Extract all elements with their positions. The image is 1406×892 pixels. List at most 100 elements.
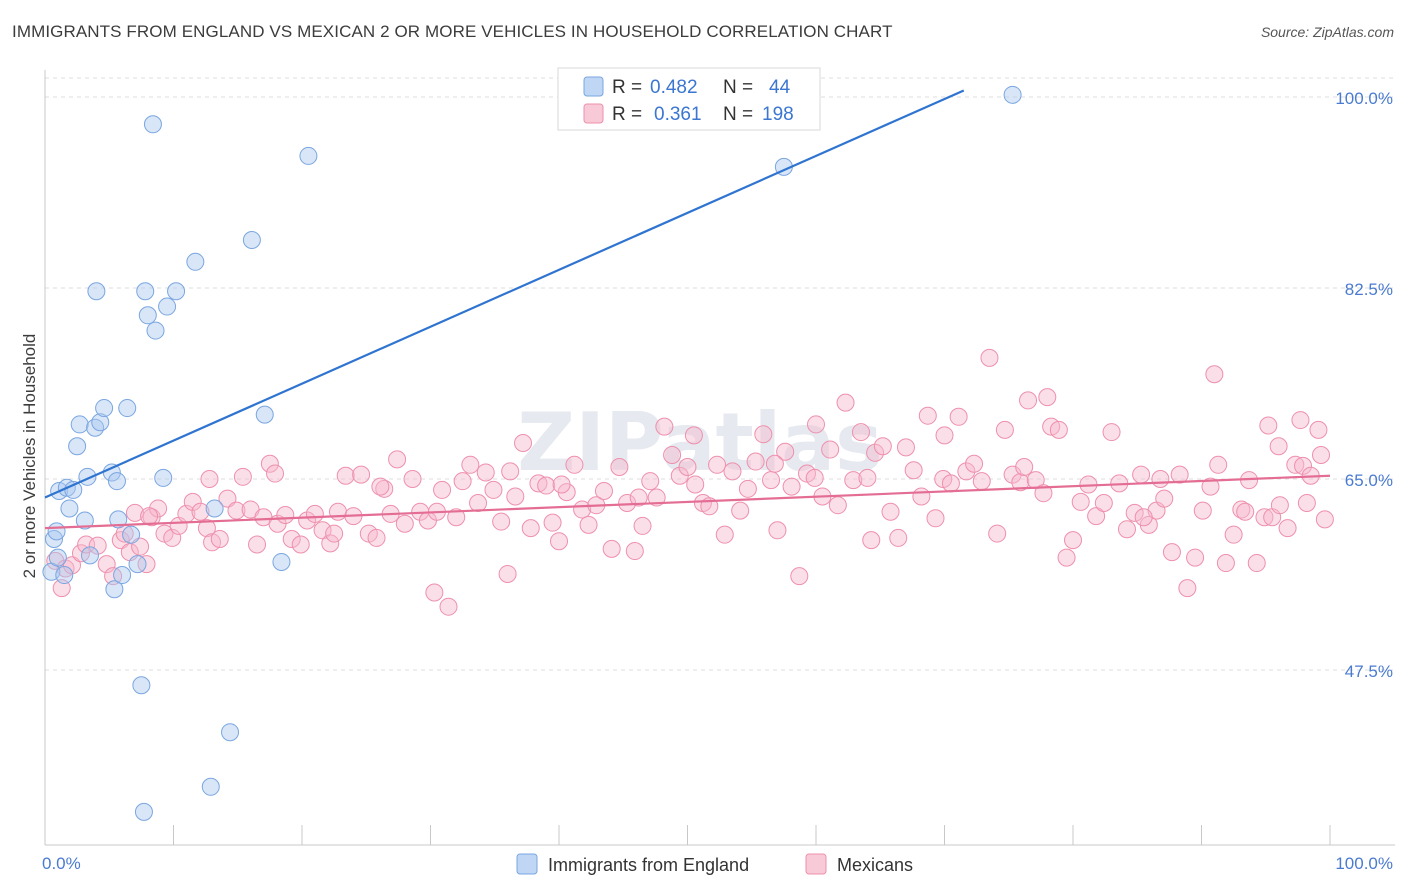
legend-n-value: 198 [762,104,794,125]
mexicans-point [836,393,855,412]
mexicans-point [1170,465,1189,484]
mexicans-point [552,475,571,494]
mexicans-point [1125,503,1144,522]
mexicans-point [1309,420,1328,439]
mexicans-point [1038,388,1057,407]
mexicans-point [663,445,682,464]
mexicans-point [873,437,892,456]
mexicans-point [321,534,340,553]
mexicans-point [980,348,999,367]
mexicans-point [529,474,548,493]
mexicans-point [1269,437,1288,456]
mexicans-point [266,464,285,483]
england-point [201,777,220,796]
england-point [146,321,165,340]
legend-r-value: 0.482 [650,77,698,98]
mexicans-point [433,480,452,499]
mexicans-point [52,579,71,598]
mexicans-point [1178,579,1197,598]
mexicans-point [367,528,386,547]
mexicans-point [1216,554,1235,573]
mexicans-point [912,487,931,506]
mexicans-point [746,452,765,471]
mexicans-point [988,524,1007,543]
mexicans-point [957,462,976,481]
mexicans-point [210,530,229,549]
mexicans-point [1186,548,1205,567]
mexicans-point [731,501,750,520]
mexicans-point [647,488,666,507]
mexicans-point [565,455,584,474]
england-point [68,437,87,456]
mexicans-point [1049,420,1068,439]
mexicans-point [453,472,472,491]
mexicans-point [918,406,937,425]
mexicans-point [790,567,809,586]
mexicans-point [754,425,773,444]
mexicans-point [140,507,159,526]
mexicans-point [723,462,742,481]
mexicans-point [889,528,908,547]
mexicans-point [77,535,96,554]
mexicans-point [395,514,414,533]
mexicans-point [550,532,568,551]
england-point [75,511,94,530]
england-point [80,546,99,565]
mexicans-point [62,556,81,575]
mexicans-point [291,535,310,554]
mexicans-point [1064,531,1082,550]
trend-lines [44,89,1331,530]
england-point [1003,85,1022,104]
mexicans-point [1270,496,1289,515]
mexicans-point [439,597,458,616]
mexicans-point [762,471,781,490]
mexicans-point [1015,457,1034,476]
mexicans-point [336,466,355,485]
mexicans-point [1094,494,1113,513]
mexicans-point [1151,470,1170,488]
mexicans-point [46,551,65,570]
mexicans-point [995,420,1014,439]
england-point [186,252,205,271]
mexicans-point [260,454,279,473]
mexicans-point [282,530,301,549]
england-trend-line [44,89,965,499]
england-point [154,468,173,487]
mexicans-point [1201,477,1220,496]
england-point [143,115,162,134]
england-point [242,230,261,249]
mexicans-point [1255,508,1274,527]
mexicans-point [715,525,734,544]
england-point [132,676,151,695]
mexicans-point [776,442,795,461]
chart-title: IMMIGRANTS FROM ENGLAND VS MEXICAN 2 OR … [12,22,893,41]
mexicans-point [197,519,216,538]
mexicans-point [768,521,787,540]
mexicans-point [1134,508,1153,527]
y-axis-label: 2 or more Vehicles in Household [20,334,39,579]
england-point [109,510,128,529]
mexicans-point [866,443,885,462]
mexicans-point [610,457,629,476]
mexicans-point [200,470,219,488]
mexicans-point [325,524,344,543]
legend-n-label: N = [723,77,753,98]
mexicans-point [218,489,237,508]
mexicans-point [641,472,660,491]
mexicans-point [633,516,652,535]
england-point [107,472,126,491]
mexicans-point [1071,492,1090,511]
mexicans-point [104,567,123,586]
mexicans-point [1278,519,1297,538]
mexicans-point [149,499,168,518]
axes [44,70,1395,846]
england-point [167,282,186,301]
mexicans-point [972,472,991,491]
mexicans-point [1297,494,1316,513]
england-point [136,282,155,301]
mexicans-point [602,539,621,558]
mexicans-point [248,535,267,554]
england-point [158,297,177,316]
england-point [87,282,106,301]
england-point [55,566,74,585]
